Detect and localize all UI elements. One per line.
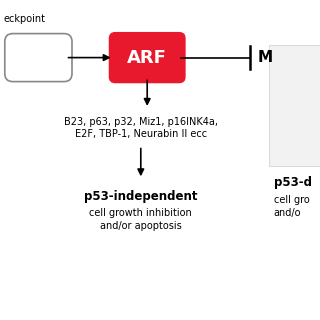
FancyBboxPatch shape [269, 45, 320, 166]
Text: B23, p63, p32, Miz1, p16INK4a,
E2F, TBP-1, Neurabin II ecc: B23, p63, p32, Miz1, p16INK4a, E2F, TBP-… [64, 117, 218, 139]
Text: M: M [258, 50, 273, 65]
Text: p53-independent: p53-independent [84, 190, 197, 203]
Text: and/or apoptosis: and/or apoptosis [100, 220, 182, 231]
Text: cell growth inhibition: cell growth inhibition [89, 208, 192, 218]
FancyBboxPatch shape [109, 33, 185, 83]
FancyBboxPatch shape [5, 34, 72, 82]
Text: cell gro: cell gro [274, 195, 309, 205]
Text: and/o: and/o [274, 208, 301, 218]
Text: ARF: ARF [127, 49, 167, 67]
Text: p53-d: p53-d [274, 176, 312, 189]
Text: eckpoint: eckpoint [3, 14, 45, 24]
